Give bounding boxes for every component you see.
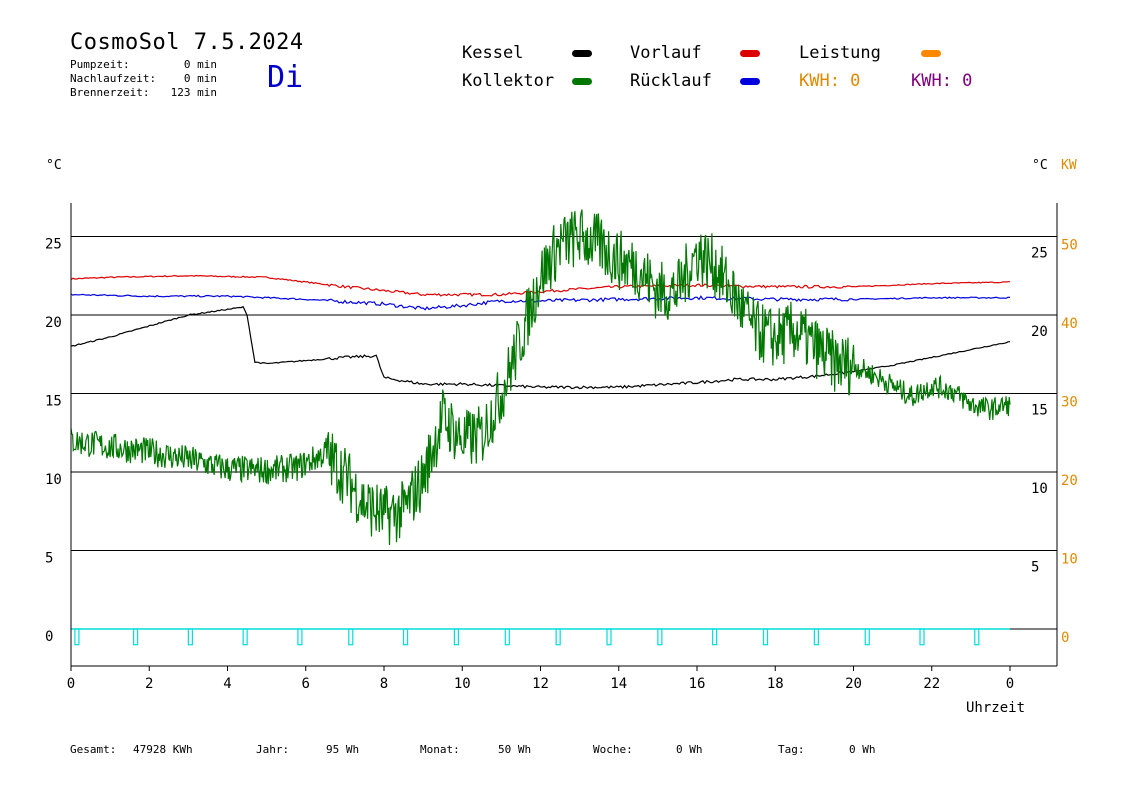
right-axis-unit-kw: KW (1061, 158, 1077, 173)
series-line-ruecklauf (70, 293, 1011, 311)
x-tick-label: 12 (532, 676, 549, 692)
left-tick-label: 25 (45, 237, 62, 253)
axes (70, 203, 1058, 671)
stat-label-nachlaufzeit: Nachlaufzeit: (70, 72, 157, 85)
legend-vorlauf-swatch (740, 50, 760, 57)
x-tick-label: 14 (610, 676, 627, 692)
pump-pulse (813, 628, 819, 646)
x-tick-label: 0 (67, 676, 75, 692)
right-kw-tick-label: 0 (1061, 630, 1069, 646)
footer-gesamt-value: 47928 KWh (133, 743, 193, 756)
left-tick-label: 10 (45, 472, 62, 488)
right-c-tick-label: 10 (1031, 481, 1048, 497)
footer-tag-label: Tag: (778, 743, 805, 756)
x-tick-label: 20 (845, 676, 862, 692)
legend-ruecklauf-label: Rücklauf (630, 71, 712, 91)
x-tick-label: 6 (302, 676, 310, 692)
pump-pulse (762, 628, 769, 646)
right-kw-tick-label: 20 (1061, 473, 1078, 489)
footer-jahr-label: Jahr: (256, 743, 290, 756)
legend-leistung-swatch (921, 50, 941, 57)
pump-pulse (919, 628, 925, 646)
tick-labels: 0 2 4 6 8 10 12 14 16 18 20 22 0 0 5 10 15 20 25 5 10 15 20 25 0… (45, 237, 1078, 693)
stat-label-pumpzeit: Pumpzeit: (70, 58, 130, 71)
series-layer (70, 209, 1011, 646)
kwh-secondary: KWH: 0 (911, 71, 973, 91)
pump-pulse (555, 628, 561, 646)
right-c-tick-label: 5 (1031, 560, 1039, 576)
weekday-label: Di (267, 60, 304, 95)
pump-pulse (657, 628, 663, 646)
x-tick-label: 22 (923, 676, 940, 692)
app-title: CosmoSol 7.5.2024 (70, 30, 304, 55)
pump-pulse (402, 628, 409, 646)
left-tick-label: 0 (45, 629, 53, 645)
pump-pulse (864, 628, 870, 646)
pump-pulse (453, 628, 460, 646)
legend-kessel-swatch (572, 50, 592, 57)
right-kw-tick-label: 50 (1061, 238, 1078, 254)
footer-woche-label: Woche: (593, 743, 633, 756)
pump-pulse (712, 628, 718, 646)
grid-lines (71, 236, 1057, 630)
legend-vorlauf-label: Vorlauf (630, 43, 702, 63)
pump-pulse (974, 628, 980, 646)
left-axis-unit: °C (46, 158, 62, 173)
right-kw-tick-label: 10 (1061, 552, 1078, 568)
stat-value-brennerzeit: 123 min (170, 86, 217, 99)
x-tick-label: 8 (380, 676, 388, 692)
pump-pulse (187, 628, 193, 646)
left-tick-label: 5 (45, 551, 53, 567)
x-tick-label: 0 (1006, 676, 1014, 692)
left-tick-label: 20 (45, 315, 62, 331)
kwh-leistung: KWH: 0 (799, 71, 861, 91)
series-line-vorlauf (70, 274, 1010, 297)
right-c-tick-label: 15 (1031, 403, 1048, 419)
pump-pulse (297, 628, 303, 646)
footer-monat-value: 50 Wh (498, 743, 532, 756)
right-kw-tick-label: 40 (1061, 316, 1078, 332)
legend-ruecklauf-swatch (740, 78, 760, 85)
series-line-kessel (70, 305, 1011, 390)
pump-pulse (74, 628, 80, 646)
footer-tag-value: 0 Wh (849, 743, 876, 756)
x-tick-label: 16 (689, 676, 706, 692)
x-tick-label: 18 (767, 676, 784, 692)
series-line-kollektor (70, 209, 1011, 546)
right-c-tick-label: 25 (1031, 246, 1048, 262)
stat-value-nachlaufzeit: 0 min (183, 72, 217, 85)
x-axis-label: Uhrzeit (966, 700, 1026, 716)
x-tick-label: 10 (454, 676, 471, 692)
x-tick-label: 2 (145, 676, 153, 692)
legend-kessel-label: Kessel (462, 43, 524, 63)
pump-pulse (504, 628, 510, 646)
footer-monat-label: Monat: (420, 743, 460, 756)
legend-leistung-label: Leistung (799, 43, 881, 63)
footer-woche-value: 0 Wh (676, 743, 703, 756)
footer-jahr-value: 95 Wh (326, 743, 360, 756)
stat-label-brennerzeit: Brennerzeit: (70, 86, 150, 99)
right-axis-unit-celsius: °C (1032, 158, 1048, 173)
footer-gesamt-label: Gesamt: (70, 743, 117, 756)
stat-value-pumpzeit: 0 min (183, 58, 217, 71)
legend-kollektor-swatch (572, 78, 592, 85)
right-kw-tick-label: 30 (1061, 395, 1078, 411)
right-c-tick-label: 20 (1031, 324, 1048, 340)
pump-pulse (606, 628, 612, 646)
legend-kollektor-label: Kollektor (462, 71, 555, 91)
x-tick-label: 4 (223, 676, 231, 692)
pump-pulse (133, 628, 139, 646)
pump-pulse (242, 628, 248, 646)
pump-pulse (348, 628, 354, 646)
left-tick-label: 15 (45, 394, 62, 410)
